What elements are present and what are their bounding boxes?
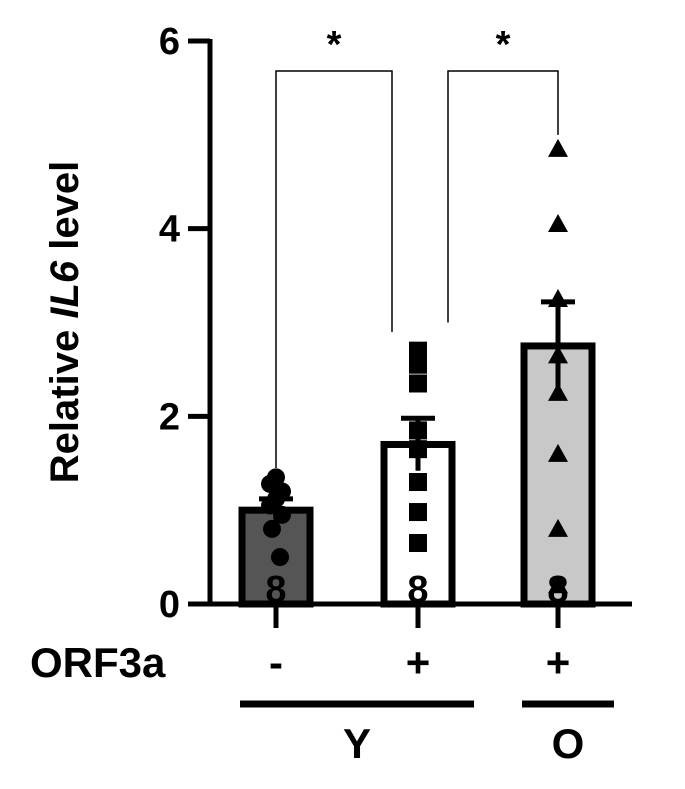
data-point (409, 473, 427, 492)
data-point (273, 505, 291, 524)
data-point (409, 503, 427, 522)
data-point (548, 575, 568, 594)
data-point (548, 345, 568, 364)
data-point (263, 519, 281, 538)
data-point (548, 382, 568, 401)
y-tick-label: 2 (159, 396, 180, 438)
significance-star: * (327, 24, 342, 66)
data-point (548, 289, 568, 308)
data-point (409, 341, 427, 360)
orf3a-sign: + (546, 639, 571, 686)
y-axis-label-gene: IL6 (43, 260, 87, 319)
data-point (548, 213, 568, 232)
y-tick-label: 6 (159, 21, 180, 63)
data-point (409, 374, 427, 393)
data-point (409, 534, 427, 553)
data-point (409, 440, 427, 459)
significance-bracket (275, 70, 393, 468)
group-label: Y (343, 720, 371, 767)
bar (380, 440, 456, 608)
n-label: 8 (265, 569, 286, 611)
n-label: 8 (547, 569, 568, 611)
significance-bracket (447, 70, 559, 323)
n-label: 8 (407, 569, 428, 611)
data-point (409, 421, 427, 440)
orf3a-row-label: ORF3a (30, 639, 166, 686)
y-tick-label: 0 (159, 584, 180, 626)
orf3a-sign: + (406, 639, 431, 686)
group-label: O (552, 720, 585, 767)
y-axis-label-part: level (43, 161, 87, 261)
orf3a-sign: - (269, 639, 283, 686)
data-point (548, 518, 568, 537)
y-axis-label: Relative IL6 level (43, 161, 87, 483)
y-tick-label: 4 (159, 209, 180, 251)
data-point (548, 138, 568, 157)
data-point (548, 443, 568, 462)
data-point (271, 548, 289, 567)
data-point (409, 355, 427, 374)
y-axis-label-part: Relative (43, 319, 87, 484)
significance-star: * (496, 24, 511, 66)
